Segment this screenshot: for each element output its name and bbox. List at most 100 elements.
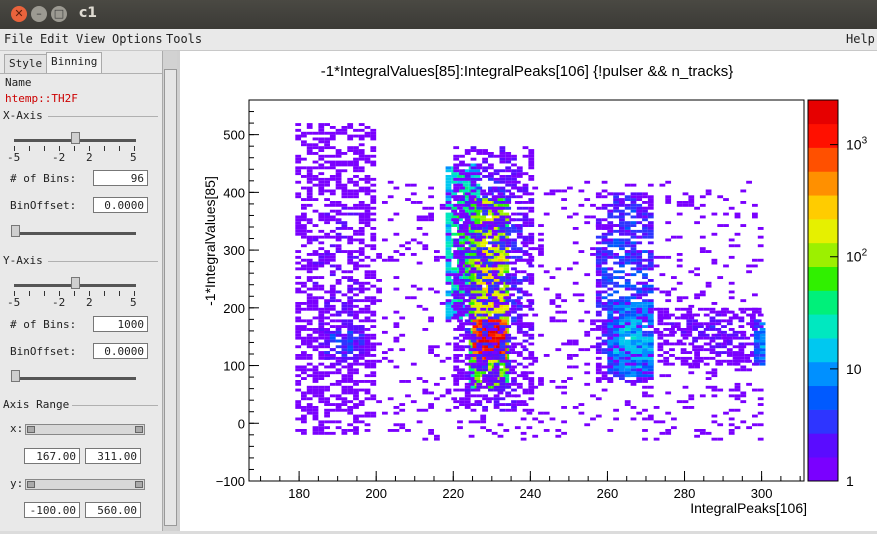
heatmap-cell <box>619 227 625 230</box>
y-binoffset-input[interactable]: 0.0000 <box>93 343 148 359</box>
heatmap-cell <box>329 287 336 291</box>
heatmap-cell <box>341 342 348 346</box>
heatmap-cell <box>528 157 535 161</box>
heatmap-cell <box>358 348 365 352</box>
heatmap-cell <box>353 380 359 383</box>
heatmap-cell <box>358 149 365 152</box>
heatmap-cell <box>528 201 535 204</box>
menu-help[interactable]: Help <box>846 32 875 46</box>
heatmap-cell <box>387 429 394 432</box>
y-rebin-slider-thumb[interactable] <box>71 277 80 289</box>
menu-view[interactable]: View <box>76 32 105 46</box>
x-range-min-input[interactable]: 167.00 <box>24 448 80 464</box>
close-icon[interactable]: ✕ <box>11 6 27 22</box>
menu-options[interactable]: Options <box>112 32 163 46</box>
tab-binning[interactable]: Binning <box>46 52 103 73</box>
heatmap-cell <box>295 195 302 199</box>
histogram-plot[interactable]: -1*IntegralValues[85]:IntegralPeaks[106]… <box>180 51 877 531</box>
heatmap-cell <box>711 374 718 378</box>
heatmap-cell <box>478 351 485 354</box>
heatmap-cell <box>630 374 637 378</box>
heatmap-cell <box>370 244 377 248</box>
heatmap-cell <box>624 221 631 225</box>
heatmap-cell <box>445 391 452 395</box>
panel-splitter[interactable] <box>177 51 180 531</box>
heatmap-cell <box>595 368 602 372</box>
menu-tools[interactable]: Tools <box>166 32 203 46</box>
heatmap-cell <box>462 299 469 303</box>
y-range-slider[interactable] <box>25 479 145 490</box>
minimize-icon[interactable]: – <box>31 6 47 22</box>
heatmap-cell <box>453 336 460 340</box>
heatmap-cell <box>341 408 348 412</box>
heatmap-cell <box>476 227 483 230</box>
heatmap-cell <box>497 264 504 268</box>
heatmap-cell <box>495 333 502 337</box>
heatmap-cell <box>301 218 307 222</box>
heatmap-cell <box>497 203 504 207</box>
tab-style[interactable]: Style <box>4 54 48 73</box>
x-rebin-slider-thumb[interactable] <box>71 132 80 144</box>
heatmap-cell <box>451 397 458 401</box>
heatmap-cell <box>499 201 506 204</box>
heatmap-cell <box>358 203 365 207</box>
heatmap-cell <box>488 270 494 274</box>
y-range-min-input[interactable]: -100.00 <box>24 502 80 518</box>
heatmap-cell <box>462 313 469 317</box>
heatmap-cell <box>493 356 500 360</box>
x-offset-slider-thumb[interactable] <box>11 225 20 237</box>
heatmap-cell <box>734 388 741 392</box>
x-range-max-input[interactable]: 311.00 <box>85 448 141 464</box>
heatmap-cell <box>495 319 502 323</box>
menu-file[interactable]: File <box>4 32 33 46</box>
menu-edit[interactable]: Edit <box>40 32 69 46</box>
y-offset-slider-track[interactable] <box>14 377 136 380</box>
heatmap-cell <box>619 232 625 236</box>
heatmap-cell <box>488 284 494 288</box>
heatmap-cell <box>464 287 471 291</box>
heatmap-cell <box>318 229 325 233</box>
heatmap-cell <box>732 359 739 363</box>
heatmap-cell <box>358 307 365 311</box>
x-bins-input[interactable]: 96 <box>93 170 148 186</box>
y-bins-input[interactable]: 1000 <box>93 316 148 332</box>
heatmap-cell <box>476 348 483 352</box>
heatmap-cell <box>624 345 631 349</box>
maximize-icon[interactable]: □ <box>51 6 67 22</box>
heatmap-cell <box>595 290 602 294</box>
heatmap-cell <box>451 287 458 291</box>
heatmap-cell <box>364 244 371 248</box>
heatmap-cell <box>353 330 359 334</box>
heatmap-cell <box>757 313 764 317</box>
y-range-max-input[interactable]: 560.00 <box>85 502 141 518</box>
heatmap-cell <box>607 299 614 303</box>
heatmap-cell <box>453 250 460 253</box>
heatmap-cell <box>613 356 619 360</box>
heatmap-cell <box>709 325 716 328</box>
heatmap-cell <box>370 397 377 401</box>
heatmap-cell <box>682 336 689 340</box>
panel-scrollbar[interactable] <box>162 51 177 531</box>
x-binoffset-input[interactable]: 0.0000 <box>93 197 148 213</box>
canvas-area[interactable]: -1*IntegralValues[85]:IntegralPeaks[106]… <box>180 51 877 531</box>
heatmap-cell <box>347 189 354 193</box>
heatmap-cell <box>459 160 465 164</box>
heatmap-cell <box>324 123 330 126</box>
heatmap-cell <box>439 302 446 305</box>
heatmap-cell <box>511 319 517 323</box>
heatmap-cell <box>341 431 348 435</box>
heatmap-cell <box>732 351 739 354</box>
heatmap-cell <box>399 426 406 430</box>
x-range-slider[interactable] <box>25 424 145 435</box>
heatmap-cell <box>364 206 371 210</box>
heatmap-cell <box>453 276 460 279</box>
heatmap-cell <box>353 397 359 401</box>
x-offset-slider-track[interactable] <box>14 232 136 235</box>
heatmap-cell <box>595 328 602 331</box>
heatmap-cell <box>370 146 377 150</box>
heatmap-cell <box>474 175 481 178</box>
heatmap-cell <box>619 270 625 274</box>
heatmap-cell <box>511 394 517 398</box>
panel-scrollbar-thumb[interactable] <box>164 69 177 526</box>
y-offset-slider-thumb[interactable] <box>11 370 20 382</box>
